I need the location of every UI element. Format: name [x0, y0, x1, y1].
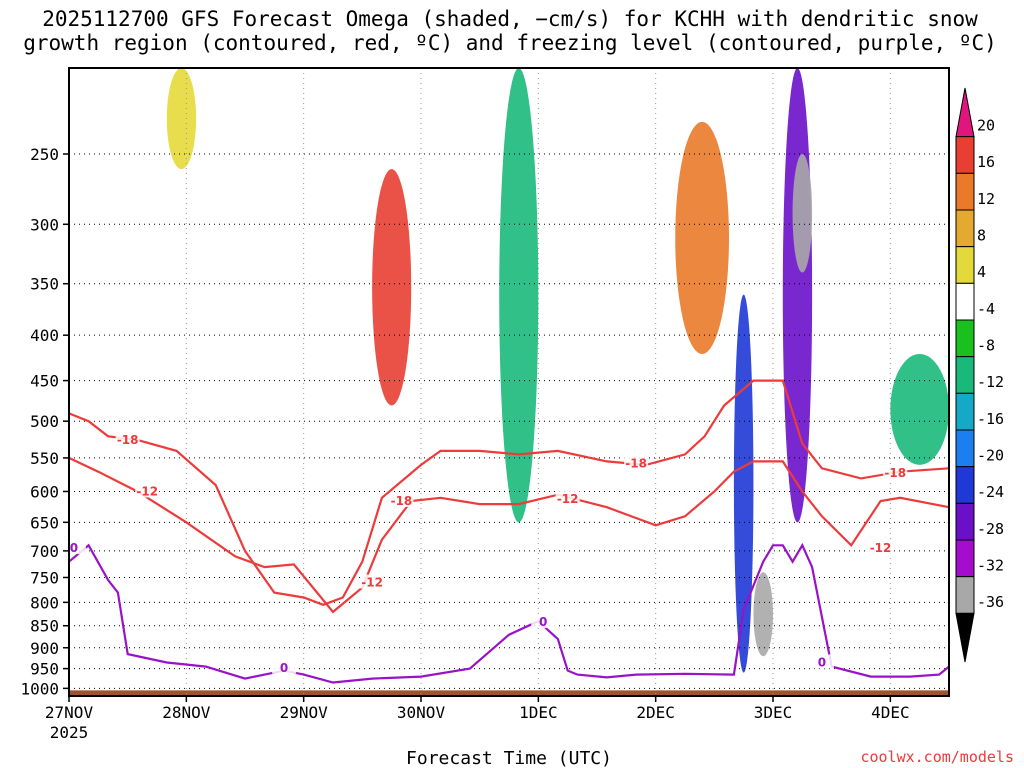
contour-label-minus12-c: -12 [557, 492, 579, 506]
colorbar-swatch-4 [955, 246, 975, 284]
colorbar-label-5: -4 [977, 300, 995, 318]
contour-label-zero-d: 0 [818, 655, 826, 669]
x-tick-year: 2025 [50, 723, 89, 742]
omega-feature-3 [753, 572, 773, 657]
x-tick-label-29NOV: 29NOV [280, 703, 329, 722]
y-tick-label-500: 500 [30, 412, 59, 431]
terrain-ground [69, 690, 949, 696]
y-tick-label-900: 900 [30, 639, 59, 658]
x-tick-label-30NOV: 30NOV [397, 703, 446, 722]
colorbar-label-11: -28 [977, 520, 1004, 538]
y-tick-label-300: 300 [30, 215, 59, 234]
x-axis: 27NOV 28NOV 29NOV 30NOV 1DEC 2DEC 3DEC 4DEC 2025 [45, 696, 910, 742]
x-tick-label-27NOV: 27NOV [45, 703, 94, 722]
contour-label-minus12-a: -12 [136, 484, 158, 498]
colorbar-label-12: -32 [977, 557, 1004, 575]
colorbar-label-2: 12 [977, 190, 995, 208]
omega-feature-8 [890, 353, 950, 465]
x-tick-label-1DEC: 1DEC [519, 703, 558, 722]
x-tick-label-2DEC: 2DEC [636, 703, 675, 722]
contour-label-zero-c: 0 [539, 615, 547, 629]
y-tick-label-850: 850 [30, 617, 59, 636]
colorbar-swatch-7 [955, 356, 975, 394]
colorbar-swatch-1 [955, 136, 975, 174]
colorbar-swatch-0 [955, 87, 975, 138]
omega-feature-2 [733, 294, 754, 673]
plot-area: -18 -18 -18 -18 -12 -12 -12 -12 0 0 0 0 [61, 67, 950, 697]
colorbar: 20 16 12 8 4 -4 -8 -12 -16 -20 -24 -28 -32 -36 [955, 87, 1004, 663]
plot-frame [68, 67, 950, 697]
colorbar-label-13: -36 [977, 593, 1004, 611]
contour-minus18-line [68, 379, 950, 606]
y-tick-label-950: 950 [30, 660, 59, 679]
contour-label-minus18-c: -18 [625, 456, 647, 470]
contour-label-minus18-a: -18 [117, 433, 139, 447]
y-tick-label-400: 400 [30, 326, 59, 345]
colorbar-label-1: 16 [977, 153, 995, 171]
colorbar-swatch-14 [955, 612, 975, 663]
x-tick-label-28NOV: 28NOV [162, 703, 211, 722]
credit-text: coolwx.com/models [860, 748, 1014, 766]
contours: -18 -18 -18 -18 -12 -12 -12 -12 0 0 0 0 [61, 379, 950, 684]
colorbar-swatch-2 [955, 172, 975, 211]
colorbar-label-6: -8 [977, 337, 995, 355]
y-tick-label-700: 700 [30, 542, 59, 561]
title-line-2: growth region (contoured, red, ºC) and f… [23, 31, 997, 55]
colorbar-swatch-3 [955, 209, 975, 248]
y-tick-label-450: 450 [30, 372, 59, 391]
omega-feature-0 [372, 169, 412, 406]
colorbar-label-9: -20 [977, 447, 1004, 465]
omega-feature-7 [499, 68, 539, 523]
colorbar-swatch-6 [955, 319, 975, 358]
colorbar-swatch-8 [955, 392, 975, 431]
colorbar-label-4: 4 [977, 263, 986, 281]
omega-feature-6 [166, 68, 197, 170]
y-tick-label-250: 250 [30, 145, 59, 164]
omega-feature-5 [792, 154, 813, 273]
contour-minus12-line [68, 456, 950, 614]
grid [68, 68, 949, 696]
colorbar-swatch-9 [955, 429, 975, 468]
colorbar-swatch-10 [955, 466, 975, 504]
y-tick-label-800: 800 [30, 593, 59, 612]
contour-label-zero-b: 0 [280, 661, 288, 675]
omega-feature-1 [675, 121, 729, 354]
colorbar-label-8: -16 [977, 410, 1004, 428]
contour-label-minus12-d: -12 [870, 541, 892, 555]
omega-feature-4 [782, 68, 813, 523]
y-tick-label-600: 600 [30, 482, 59, 501]
x-tick-label-4DEC: 4DEC [871, 703, 910, 722]
colorbar-label-0: 20 [977, 117, 995, 135]
colorbar-swatch-11 [955, 502, 975, 541]
colorbar-swatch-5 [955, 282, 975, 321]
colorbar-swatch-12 [955, 539, 975, 578]
colorbar-label-7: -12 [977, 373, 1004, 391]
omega-shading [166, 68, 950, 673]
y-tick-label-750: 750 [30, 568, 59, 587]
y-tick-label-350: 350 [30, 275, 59, 294]
contour-label-minus18-d: -18 [884, 466, 906, 480]
terrain-fill [69, 690, 949, 696]
x-axis-label: Forecast Time (UTC) [406, 748, 612, 768]
contour-label-minus12-b: -12 [361, 576, 383, 590]
contour-label-minus18-b: -18 [391, 494, 413, 508]
contour-label-zero-a: 0 [70, 541, 78, 555]
y-tick-label-550: 550 [30, 449, 59, 468]
colorbar-swatch-13 [955, 576, 975, 614]
y-axis: 250 300 350 400 450 500 550 600 650 700 750 800 850 9… [20, 145, 69, 698]
colorbar-label-10: -24 [977, 483, 1004, 501]
y-tick-label-1000: 1000 [20, 679, 59, 698]
title-line-1: 2025112700 GFS Forecast Omega (shaded, −… [42, 7, 978, 31]
freezing-level-line [68, 542, 950, 684]
y-tick-label-650: 650 [30, 513, 59, 532]
x-tick-label-3DEC: 3DEC [754, 703, 793, 722]
colorbar-label-3: 8 [977, 227, 986, 245]
